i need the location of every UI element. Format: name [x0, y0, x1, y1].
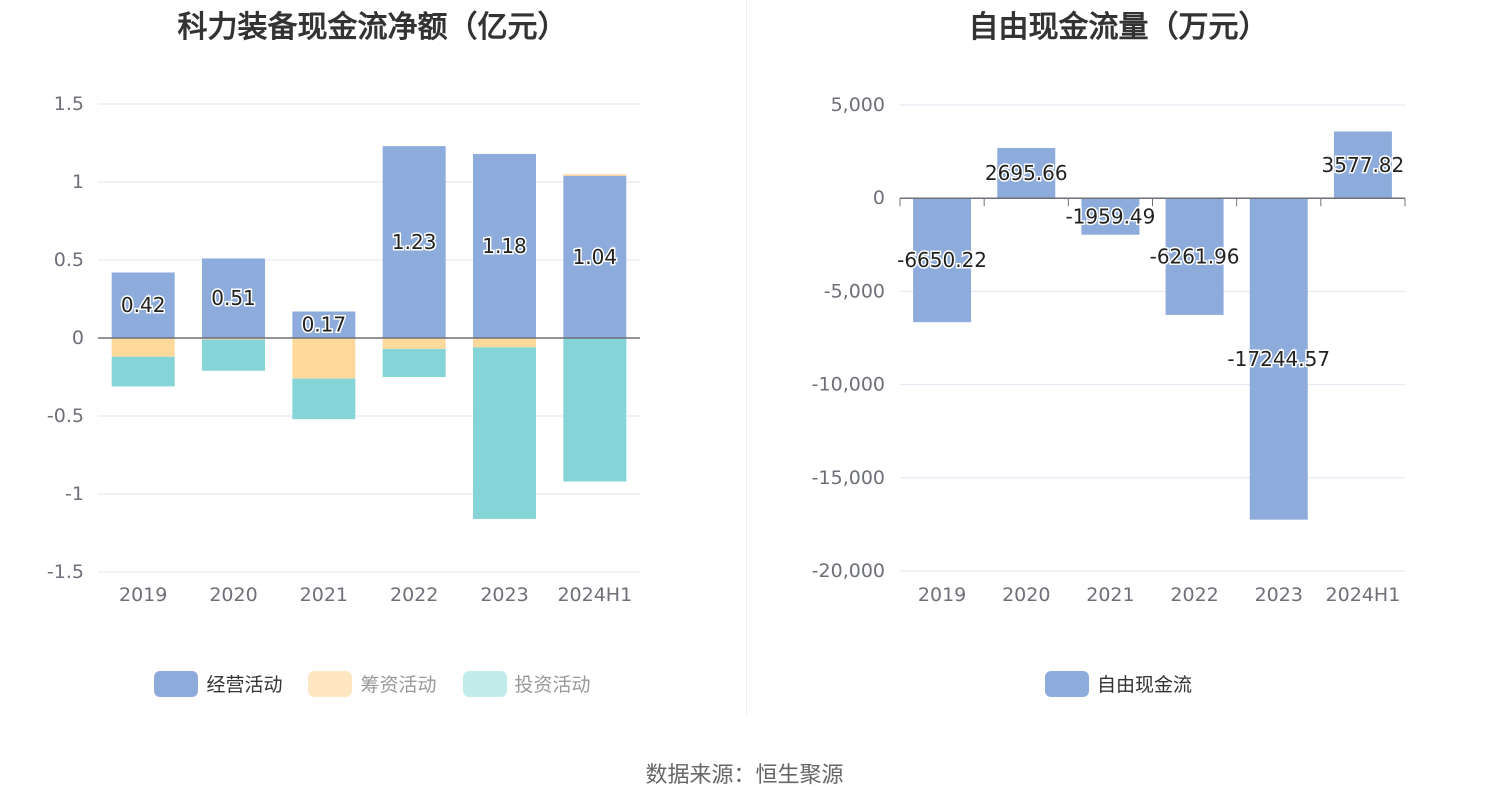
y-tick-label: 1.5	[54, 93, 84, 115]
data-label: 2695.66	[985, 161, 1068, 185]
bar-投资活动-2023	[473, 347, 536, 519]
legend-item-financing[interactable]: 筹资活动	[308, 670, 437, 697]
data-label: -6650.22	[897, 248, 987, 272]
data-label: 3577.82	[1322, 153, 1405, 177]
bar-筹资活动-2022	[382, 338, 446, 349]
bar-筹资活动-2023	[473, 338, 536, 348]
y-tick-label: 5,000	[831, 94, 885, 116]
legend-item-investing[interactable]: 投资活动	[462, 670, 591, 697]
x-tick-label: 2023	[480, 584, 528, 606]
legend-label-free-cash-flow: 自由现金流	[1096, 674, 1192, 696]
legend-swatch-free-cash-flow	[1044, 670, 1089, 697]
data-source: 数据来源：恒生聚源	[645, 763, 844, 788]
data-label: 0.42	[121, 293, 166, 317]
bar-投资活动-2020	[202, 339, 265, 371]
bar-经营活动-2024H1	[563, 175, 627, 338]
free-cash-flow-chart-title: 自由现金流量（万元）	[968, 10, 1269, 45]
x-tick-label: 2020	[1002, 584, 1050, 606]
bar-自由现金流-2022	[1165, 198, 1224, 315]
legend-item-free-cash-flow[interactable]: 自由现金流	[1044, 670, 1192, 697]
x-tick-label: 2022	[390, 584, 438, 606]
free-cash-flow-chart: 5,000 0 -5,000 -10,000 -15,000 -20,000 2019 202…	[812, 94, 1406, 606]
legend-item-operating[interactable]: 经营活动	[154, 670, 282, 697]
y-tick-label: -5,000	[824, 280, 885, 302]
x-tick-label: 2023	[1255, 584, 1303, 606]
bar-筹资活动-2019	[111, 338, 175, 357]
bar-经营活动-2022	[382, 146, 446, 338]
y-tick-label: -15,000	[812, 467, 885, 489]
legend-label-financing: 筹资活动	[360, 674, 437, 696]
bar-自由现金流-2019	[913, 198, 972, 323]
cash-flow-legend: 经营活动 筹资活动 投资活动	[0, 670, 745, 697]
y-tick-label: -1.5	[47, 561, 84, 583]
legend-swatch-investing	[462, 670, 507, 697]
bar-经营活动-2019	[111, 272, 175, 338]
bar-筹资活动-2024H1	[563, 174, 627, 176]
data-label: 1.18	[482, 234, 527, 258]
y-tick-label: 0	[72, 327, 84, 349]
data-label: 1.04	[573, 245, 618, 269]
bar-经营活动-2021	[292, 311, 356, 338]
cash-flow-chart-panel: 科力装备现金流净额（亿元） 1.5 1 0.5 0 -0.5 -1 -1.5 2019 2020…	[0, 0, 745, 720]
bar-自由现金流-2020	[997, 147, 1056, 199]
bar-经营活动-2023	[473, 153, 536, 338]
bar-自由现金流-2021	[1081, 198, 1140, 235]
x-tick-label: 2019	[918, 584, 966, 606]
data-label: -17244.57	[1227, 347, 1330, 371]
cash-flow-chart: 1.5 1 0.5 0 -0.5 -1 -1.5 2019 2020 2021 2022 2023 20…	[47, 93, 640, 606]
free-cash-flow-legend: 自由现金流	[748, 670, 1489, 697]
legend-swatch-operating	[154, 670, 199, 697]
bar-投资活动-2021	[292, 378, 356, 420]
y-tick-label: -0.5	[47, 405, 84, 427]
x-tick-label: 2024H1	[1326, 584, 1401, 606]
free-cash-flow-chart-panel: 自由现金流量（万元） 5,000 0 -5,000 -10,000 -15,000 -20…	[748, 0, 1489, 720]
x-tick-label: 2021	[1086, 584, 1134, 606]
data-label: -6261.96	[1150, 245, 1240, 269]
x-tick-label: 2020	[209, 584, 257, 606]
y-tick-label: -1	[65, 483, 84, 505]
data-label: -1959.49	[1065, 204, 1155, 228]
bar-投资活动-2024H1	[563, 338, 627, 482]
data-label: 0.17	[302, 313, 347, 337]
y-tick-label: 0.5	[54, 249, 84, 271]
bar-筹资活动-2020	[202, 338, 265, 340]
cash-flow-chart-title: 科力装备现金流净额（亿元）	[177, 10, 568, 45]
bar-自由现金流-2024H1	[1333, 131, 1392, 199]
legend-label-operating: 经营活动	[206, 674, 283, 696]
data-label: 1.23	[392, 230, 437, 254]
x-tick-label: 2022	[1170, 584, 1218, 606]
bar-筹资活动-2021	[292, 338, 356, 379]
x-tick-label: 2019	[119, 584, 167, 606]
y-tick-label: -10,000	[812, 374, 885, 396]
legend-label-investing: 投资活动	[514, 674, 591, 696]
y-tick-label: -20,000	[812, 560, 885, 582]
legend-swatch-financing	[308, 670, 353, 697]
x-tick-label: 2024H1	[557, 584, 632, 606]
bar-经营活动-2020	[202, 258, 265, 338]
bar-自由现金流-2023	[1249, 198, 1308, 520]
bar-投资活动-2022	[382, 348, 446, 377]
panel-divider	[746, 0, 747, 715]
y-tick-label: 0	[873, 187, 885, 209]
bar-投资活动-2019	[111, 356, 175, 387]
x-tick-label: 2021	[300, 584, 348, 606]
data-label: 0.51	[211, 286, 256, 310]
y-tick-label: 1	[72, 171, 84, 193]
